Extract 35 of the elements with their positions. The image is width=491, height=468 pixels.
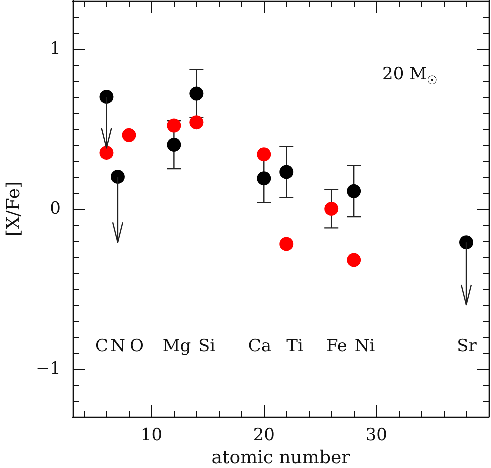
annotation: Mg xyxy=(162,336,192,356)
point xyxy=(110,170,125,184)
x-axis-title: atomic number xyxy=(212,448,351,468)
annotation: C xyxy=(95,336,109,356)
x-tick-label: 30 xyxy=(366,426,388,446)
point xyxy=(100,146,114,160)
point xyxy=(347,184,362,198)
annotation: Ti xyxy=(286,336,304,356)
annotation: Sr xyxy=(457,336,477,356)
y-axis-title: [X/Fe] xyxy=(4,181,24,237)
point xyxy=(257,148,272,162)
point xyxy=(100,90,114,104)
annotation: Fe xyxy=(326,336,348,356)
x-tick-label: 20 xyxy=(253,426,275,446)
point xyxy=(280,165,294,180)
y-tick-label: 1 xyxy=(50,39,61,59)
point xyxy=(280,237,294,252)
point xyxy=(122,128,136,142)
annotation: Ni xyxy=(354,336,376,356)
point xyxy=(167,118,182,133)
point xyxy=(460,236,474,250)
point xyxy=(190,86,204,101)
annotation: N xyxy=(110,336,126,356)
annotation: Si xyxy=(198,336,216,356)
point xyxy=(190,116,204,130)
x-tick-label: 10 xyxy=(140,426,163,446)
annotation: O xyxy=(130,336,144,356)
point xyxy=(167,138,182,152)
point xyxy=(257,172,272,186)
annotation: Ca xyxy=(248,336,272,356)
y-tick-label: 0 xyxy=(50,199,61,219)
point xyxy=(324,202,339,216)
point xyxy=(347,253,362,268)
annotation: 20 M$_{☉}$ xyxy=(382,64,438,88)
y-tick-label: −1 xyxy=(36,359,61,379)
